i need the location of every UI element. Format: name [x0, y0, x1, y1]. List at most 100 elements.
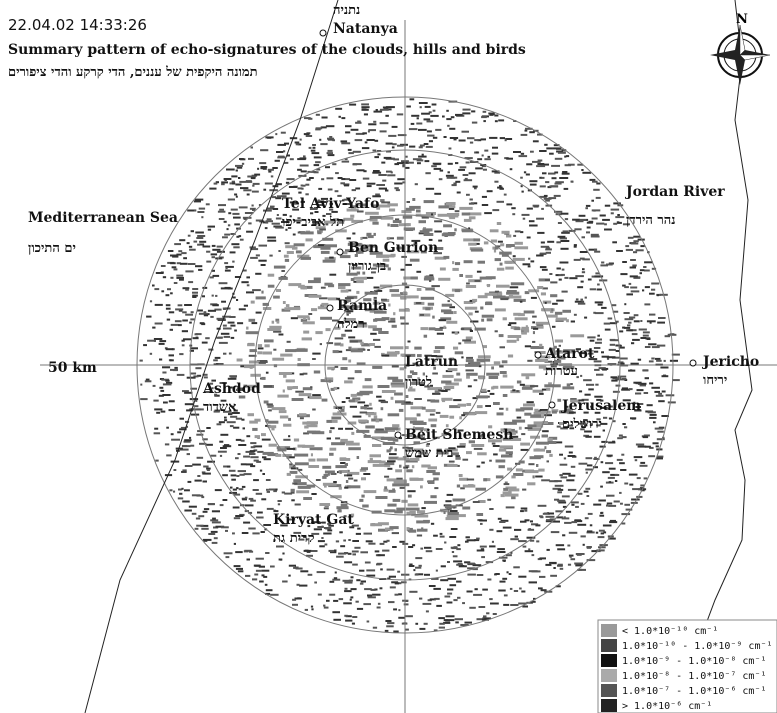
echo	[438, 178, 443, 181]
echo	[249, 450, 256, 453]
echo	[402, 353, 416, 357]
echo	[294, 503, 301, 506]
echo	[418, 220, 426, 224]
echo	[513, 473, 524, 476]
echo	[368, 123, 377, 126]
echo	[423, 233, 434, 236]
echo	[416, 270, 422, 273]
legend-swatch	[601, 654, 617, 667]
echo	[237, 453, 241, 455]
echo	[388, 489, 396, 493]
echo	[332, 163, 337, 166]
echo	[613, 420, 616, 423]
echo	[607, 476, 615, 479]
echo	[388, 303, 391, 307]
echo	[232, 488, 237, 491]
echo	[256, 460, 262, 463]
echo	[487, 578, 492, 581]
echo	[257, 511, 263, 514]
echo	[311, 493, 317, 495]
echo	[466, 451, 472, 455]
echo	[211, 244, 216, 247]
echo	[336, 297, 341, 300]
echo	[326, 213, 332, 215]
echo	[286, 340, 291, 343]
echo	[282, 580, 288, 583]
echo	[527, 528, 535, 531]
echo	[236, 387, 245, 390]
echo	[411, 239, 421, 242]
echo	[310, 605, 314, 608]
echo	[612, 241, 617, 244]
echo	[474, 588, 478, 591]
echo	[218, 218, 225, 220]
echo	[443, 511, 446, 514]
echo	[447, 595, 451, 598]
echo	[267, 239, 277, 242]
echo	[333, 577, 338, 580]
echo	[406, 511, 411, 515]
echo	[267, 236, 276, 239]
echo	[202, 510, 208, 513]
echo	[335, 107, 343, 110]
echo	[348, 359, 352, 363]
echo	[444, 205, 456, 209]
echo	[624, 303, 627, 306]
echo	[548, 197, 557, 200]
echo	[503, 560, 506, 562]
echo	[528, 548, 531, 551]
echo	[628, 388, 633, 391]
echo	[176, 274, 184, 277]
echo	[647, 411, 656, 414]
echo	[421, 464, 431, 468]
echo	[168, 311, 175, 314]
echo	[546, 387, 551, 391]
echo	[211, 294, 214, 297]
echo	[390, 171, 393, 174]
echo	[319, 503, 331, 506]
echo	[638, 328, 647, 331]
echo	[204, 391, 213, 393]
echo	[188, 505, 197, 508]
echo	[239, 238, 244, 241]
echo	[597, 334, 600, 337]
echo	[331, 210, 338, 213]
echo	[372, 593, 381, 596]
echo	[505, 266, 514, 270]
echo	[363, 490, 377, 494]
echo	[522, 384, 535, 388]
echo	[447, 464, 458, 467]
echo	[312, 222, 321, 225]
echo	[624, 503, 630, 506]
echo	[255, 557, 264, 560]
echo	[255, 569, 262, 572]
echo	[446, 601, 453, 604]
echo	[365, 211, 379, 215]
echo	[434, 487, 439, 490]
echo	[480, 522, 483, 525]
echo	[284, 492, 293, 495]
echo	[344, 158, 348, 161]
echo	[378, 399, 386, 402]
echo	[350, 596, 354, 599]
echo	[294, 141, 300, 144]
echo	[365, 540, 373, 543]
echo	[610, 212, 614, 215]
echo	[497, 292, 503, 296]
echo	[546, 519, 553, 522]
echo	[393, 312, 396, 316]
echo	[324, 484, 327, 488]
echo	[609, 343, 616, 346]
echo	[498, 334, 504, 338]
echo	[635, 406, 641, 408]
echo	[512, 257, 525, 261]
echo	[643, 434, 650, 437]
echo	[319, 138, 322, 141]
echo	[414, 346, 422, 350]
echo	[544, 414, 552, 417]
echo	[283, 423, 292, 427]
echo	[574, 562, 584, 565]
echo	[317, 306, 332, 310]
echo	[338, 507, 341, 511]
echo	[351, 189, 356, 192]
